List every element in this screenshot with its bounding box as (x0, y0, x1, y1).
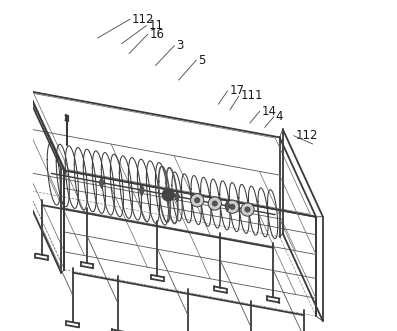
Circle shape (191, 194, 204, 207)
Text: 4: 4 (276, 110, 283, 123)
Text: 112: 112 (132, 13, 154, 26)
Circle shape (212, 201, 218, 206)
Polygon shape (139, 184, 145, 196)
Text: 14: 14 (261, 105, 276, 118)
Circle shape (245, 207, 250, 212)
Text: 3: 3 (176, 39, 183, 52)
Circle shape (208, 197, 222, 210)
Circle shape (226, 200, 239, 213)
Text: 112: 112 (295, 129, 318, 142)
Text: 111: 111 (241, 89, 263, 103)
Text: 11: 11 (148, 19, 163, 32)
Circle shape (162, 189, 174, 201)
Polygon shape (225, 200, 230, 212)
Polygon shape (174, 191, 180, 203)
Text: 5: 5 (198, 54, 205, 67)
Circle shape (195, 198, 200, 203)
Circle shape (241, 203, 254, 216)
Text: 17: 17 (229, 84, 244, 97)
Polygon shape (99, 177, 104, 189)
Text: 16: 16 (150, 27, 164, 41)
Circle shape (230, 204, 235, 210)
